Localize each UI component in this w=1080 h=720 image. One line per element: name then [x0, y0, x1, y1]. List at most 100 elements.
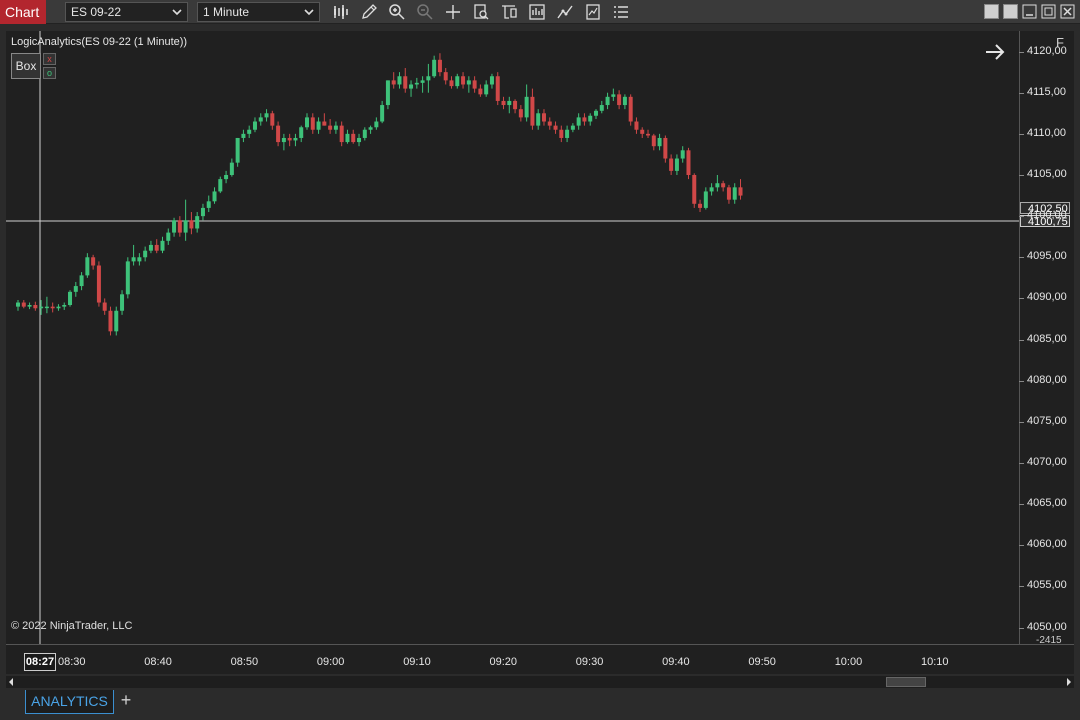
candle — [357, 133, 362, 147]
price-tick-label: 4095,00 — [1027, 250, 1067, 263]
interval-selector[interactable]: 1 Minute — [197, 2, 320, 22]
candle-body — [351, 133, 356, 143]
last-price-tag: 4102,50 — [1020, 202, 1070, 215]
app-title-tab[interactable]: Chart — [0, 0, 46, 24]
candle-body — [73, 286, 78, 292]
candle — [351, 129, 356, 144]
candle-body — [507, 100, 512, 106]
maximize-icon[interactable] — [1041, 4, 1056, 19]
add-tab-button[interactable]: + — [120, 690, 132, 710]
time-axis[interactable] — [6, 644, 1074, 674]
chart-panel[interactable] — [6, 31, 1019, 644]
price-tick-label: 4110,00 — [1027, 126, 1066, 139]
candle-body — [218, 179, 223, 192]
drawing-tool-icon[interactable] — [360, 3, 378, 21]
candle-body — [39, 306, 44, 309]
indicator-options-button[interactable]: o — [43, 67, 56, 79]
scrollbar-thumb[interactable] — [886, 677, 926, 687]
candle — [177, 216, 182, 237]
candle — [212, 187, 217, 204]
candle — [663, 135, 668, 163]
candle — [368, 125, 373, 134]
candle — [287, 133, 292, 147]
minimize-icon[interactable] — [1022, 4, 1037, 19]
tab-analytics[interactable]: ANALYTICS — [25, 690, 114, 714]
close-icon[interactable] — [1060, 4, 1075, 19]
instrument-selector[interactable]: ES 09-22 — [65, 2, 188, 22]
window-group-icon[interactable] — [1003, 4, 1018, 19]
candle-body — [79, 275, 84, 287]
candle — [588, 113, 593, 126]
candle — [628, 94, 633, 126]
candle — [91, 254, 96, 270]
properties-icon[interactable] — [612, 3, 630, 21]
candle — [409, 80, 414, 97]
candle-body — [177, 220, 182, 233]
candle — [195, 212, 200, 233]
box-button[interactable]: Box — [11, 53, 41, 79]
candle — [501, 96, 506, 110]
price-tick-mark — [1019, 257, 1024, 259]
candle — [484, 80, 489, 97]
candle — [686, 147, 691, 180]
price-tick-label: 4115,00 — [1027, 85, 1066, 98]
candle-body — [420, 80, 425, 83]
candle-body — [212, 191, 217, 202]
bottom-price-tag: -2415 — [1036, 636, 1062, 646]
price-tick-mark — [1019, 174, 1024, 176]
candle-body — [85, 257, 90, 276]
candle — [310, 113, 315, 134]
candle — [674, 154, 679, 175]
candle-body — [108, 310, 113, 332]
indicator-close-button[interactable]: x — [43, 53, 56, 65]
candle — [137, 253, 142, 266]
indicator-label: LogicAnalytics(ES 09-22 (1 Minute)) — [11, 36, 188, 48]
candle-body — [287, 137, 292, 141]
price-tick-mark — [1019, 504, 1024, 506]
candle — [39, 300, 44, 315]
candle — [380, 100, 385, 124]
candle-body — [738, 187, 743, 196]
candle-body — [293, 137, 298, 141]
candle-body — [409, 84, 414, 89]
bar-type-icon[interactable] — [332, 3, 350, 21]
candle — [472, 76, 477, 93]
chevron-down-icon — [172, 9, 182, 16]
chart-trader-icon[interactable] — [528, 3, 546, 21]
f-button[interactable]: F — [1056, 35, 1064, 50]
strategy-icon[interactable] — [556, 3, 574, 21]
candle — [640, 127, 645, 138]
scroll-left-icon[interactable] — [6, 676, 16, 688]
template-icon[interactable] — [500, 3, 518, 21]
arrow-right-icon[interactable] — [984, 42, 1006, 62]
candle-body — [166, 232, 171, 241]
candle-body — [617, 94, 622, 106]
crosshair-icon[interactable] — [444, 3, 462, 21]
candle — [657, 133, 662, 151]
candle — [669, 154, 674, 175]
candle-body — [547, 121, 552, 126]
candle — [605, 92, 610, 110]
horizontal-scrollbar[interactable] — [6, 676, 1074, 688]
candle — [721, 180, 726, 192]
candle-body — [524, 96, 529, 118]
indicators-icon[interactable] — [584, 3, 602, 21]
candle — [258, 113, 263, 126]
time-tick-label: 10:10 — [921, 656, 949, 668]
price-axis[interactable] — [1019, 31, 1074, 644]
price-tick-mark — [1019, 298, 1024, 300]
price-tick-label: 4055,00 — [1027, 579, 1067, 592]
candle — [692, 173, 697, 208]
data-box-icon[interactable] — [472, 3, 490, 21]
candle-body — [322, 121, 327, 126]
zoom-out-icon[interactable] — [416, 3, 434, 21]
candle-body — [270, 113, 275, 126]
tile-window-icon[interactable] — [984, 4, 999, 19]
price-tick-label: 4070,00 — [1027, 455, 1067, 468]
zoom-in-icon[interactable] — [388, 3, 406, 21]
price-tick-mark — [1019, 133, 1024, 135]
scroll-right-icon[interactable] — [1064, 676, 1074, 688]
candle — [599, 100, 604, 114]
price-tick-mark — [1019, 216, 1024, 218]
candle-body — [478, 88, 483, 95]
